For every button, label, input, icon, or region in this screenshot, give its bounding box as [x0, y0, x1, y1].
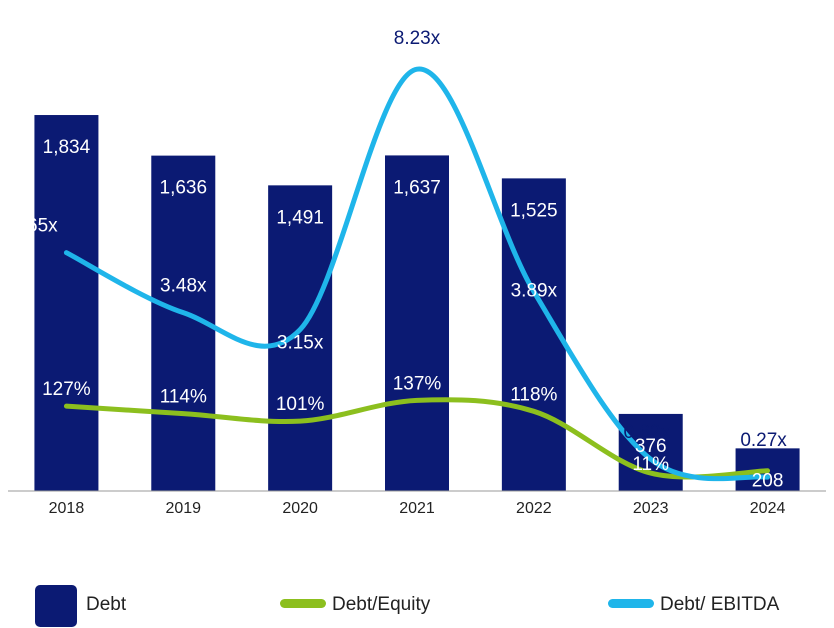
- equity-label: 137%: [393, 373, 442, 394]
- equity-label: 118%: [510, 384, 557, 405]
- ebitda-label: 0.62x: [623, 422, 670, 443]
- equity-label: 11%: [632, 454, 669, 475]
- x-tick-label: 2024: [750, 500, 786, 517]
- ebitda-label: 8.23x: [394, 28, 441, 49]
- equity-label: 127%: [42, 379, 91, 400]
- bar-label: 1,637: [393, 177, 441, 198]
- bar-label: 376: [635, 436, 667, 457]
- x-tick-label: 2023: [633, 500, 669, 517]
- bar: [501, 178, 566, 491]
- bar: [385, 155, 449, 492]
- legend-label: Debt/ EBITDA: [660, 594, 780, 615]
- x-tick-label: 2019: [165, 500, 201, 517]
- bar-label: 1,491: [276, 207, 324, 228]
- legend-swatch: [608, 599, 654, 608]
- x-tick-label: 2022: [516, 500, 552, 517]
- bar-label: 1,525: [510, 200, 558, 221]
- ebitda-label: 3.89x: [511, 281, 558, 302]
- bar-label: 208: [752, 470, 784, 491]
- legend-swatch: [35, 585, 77, 627]
- legend-swatch: [280, 599, 326, 608]
- x-tick-label: 2020: [282, 500, 318, 517]
- bar: [268, 185, 333, 491]
- x-tick-label: 2021: [399, 500, 435, 517]
- equity-label: 101%: [276, 394, 325, 415]
- ebitda-label: 3.48x: [160, 276, 207, 297]
- ebitda-label: 0.27x: [740, 430, 787, 451]
- x-tick-label: 2018: [49, 500, 85, 517]
- line: [63, 66, 771, 482]
- legend-label: Debt/Equity: [332, 594, 431, 615]
- line: [63, 397, 771, 480]
- bar-label: 1,636: [160, 178, 208, 199]
- bar-label: 1,834: [43, 137, 91, 158]
- equity-label: 114%: [160, 387, 207, 408]
- ebitda-label: 3.15x: [277, 333, 324, 354]
- bar: [34, 115, 99, 491]
- ebitda-label: 4.65x: [11, 216, 58, 237]
- legend-label: Debt: [86, 594, 127, 615]
